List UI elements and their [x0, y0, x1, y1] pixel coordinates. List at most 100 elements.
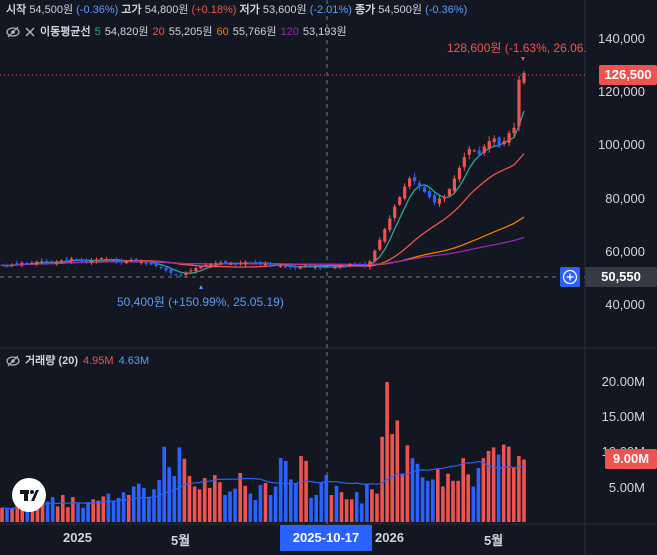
ma-label: 이동평균선 [40, 26, 91, 38]
volume-value-1: 4.95M [82, 355, 114, 367]
volume-bar [395, 420, 400, 522]
candle-body [164, 268, 168, 271]
volume-bar [238, 473, 242, 522]
candle-body [10, 264, 14, 266]
candle-body [40, 261, 44, 263]
volume-bar [55, 506, 60, 522]
candle-body [249, 262, 253, 264]
candle-body [298, 266, 302, 269]
candle-body [522, 73, 526, 83]
volume-bar [187, 475, 192, 522]
candle-body [50, 261, 54, 264]
candle-body [219, 262, 223, 264]
candle-body [462, 157, 466, 168]
candle-body [169, 269, 173, 273]
volume-bar [512, 468, 516, 522]
volume-bar [415, 463, 420, 522]
volume-last-badge: 9.00M [605, 449, 657, 469]
close-icon[interactable] [24, 26, 36, 38]
candle-body [194, 268, 198, 272]
volume-bar [496, 454, 501, 522]
candle-body [343, 265, 347, 267]
candle-body [437, 198, 442, 204]
candle-body [427, 191, 432, 198]
candle-body [124, 261, 128, 264]
price-tick-80000: 80,000 [605, 191, 645, 206]
volume-bar [147, 497, 151, 522]
candle-body [403, 186, 407, 199]
volume-bar [304, 460, 308, 522]
volume-bar [213, 475, 217, 522]
add-alert-button[interactable] [560, 267, 580, 287]
candle-body [318, 267, 322, 269]
volume-bar [177, 447, 182, 522]
candle-body [288, 266, 292, 268]
high-value: 54,800원 [144, 4, 189, 16]
candle-body [129, 259, 133, 261]
volume-bar [289, 479, 293, 522]
volume-bar [45, 501, 50, 522]
tradingview-logo[interactable] [12, 478, 46, 512]
candle-body [204, 265, 208, 266]
candle-body [432, 195, 437, 203]
volume-bar [385, 382, 389, 522]
candle-body [413, 177, 417, 182]
volume-bar [157, 480, 161, 522]
crosshair-date-badge: 2025-10-17 [280, 525, 372, 551]
candle-body [134, 259, 138, 262]
volume-bar [197, 489, 202, 522]
candle-body [278, 266, 282, 268]
volume-bar [258, 485, 263, 522]
candle-body [94, 259, 98, 261]
price-tick-40000: 40,000 [605, 297, 645, 312]
volume-bar [349, 499, 354, 522]
volume-bar [0, 507, 4, 522]
ma-legend: 이동평균선 5 54,820원 20 55,205원 60 55,766원 12… [6, 25, 347, 39]
candle-body [487, 141, 491, 149]
eye-icon[interactable] [6, 26, 20, 38]
volume-bar [360, 503, 364, 522]
close-label: 종가 [354, 4, 376, 16]
low-annotation: 50,400원 (+150.99%, 25.05.19) [117, 295, 284, 309]
time-label-may-2: 5월 [484, 533, 504, 548]
candle-body [65, 259, 69, 261]
price-tick-120000: 120,000 [598, 84, 645, 99]
candle-body [447, 189, 451, 196]
volume-bar [101, 496, 106, 522]
volume-bar [420, 477, 425, 522]
candle-body [30, 263, 34, 265]
volume-bar [365, 483, 369, 522]
candle-body [358, 264, 362, 266]
volume-bar [319, 482, 324, 522]
high-label: 고가 [121, 4, 142, 16]
candle-body [189, 270, 193, 272]
volume-bar [390, 434, 394, 522]
candle-body [154, 263, 158, 267]
volume-bar [172, 475, 177, 522]
volume-bar [223, 495, 227, 522]
candle-body [383, 229, 387, 242]
candle-body [179, 275, 183, 277]
candle-body [45, 260, 49, 263]
low-marker [199, 285, 203, 289]
volume-bar [471, 486, 476, 522]
volume-bar [405, 445, 410, 522]
volume-bar [425, 480, 430, 522]
volume-bar [451, 480, 455, 522]
eye-icon[interactable] [6, 355, 20, 367]
volume-bar [218, 482, 222, 522]
volume-ma-line [1, 460, 525, 510]
volume-bar [329, 495, 334, 522]
volume-bar [106, 493, 111, 522]
candle-body [184, 272, 188, 275]
volume-tick-15m: 15.00M [601, 409, 645, 424]
ma60-period: 60 [216, 26, 229, 38]
last-price-badge: 126,500 [599, 65, 657, 85]
candle-body [75, 259, 79, 261]
price-tick-140000: 140,000 [598, 31, 645, 46]
volume-bar [278, 458, 283, 522]
volume-bar [375, 493, 379, 522]
volume-bar [476, 468, 481, 522]
candle-body [20, 262, 24, 265]
